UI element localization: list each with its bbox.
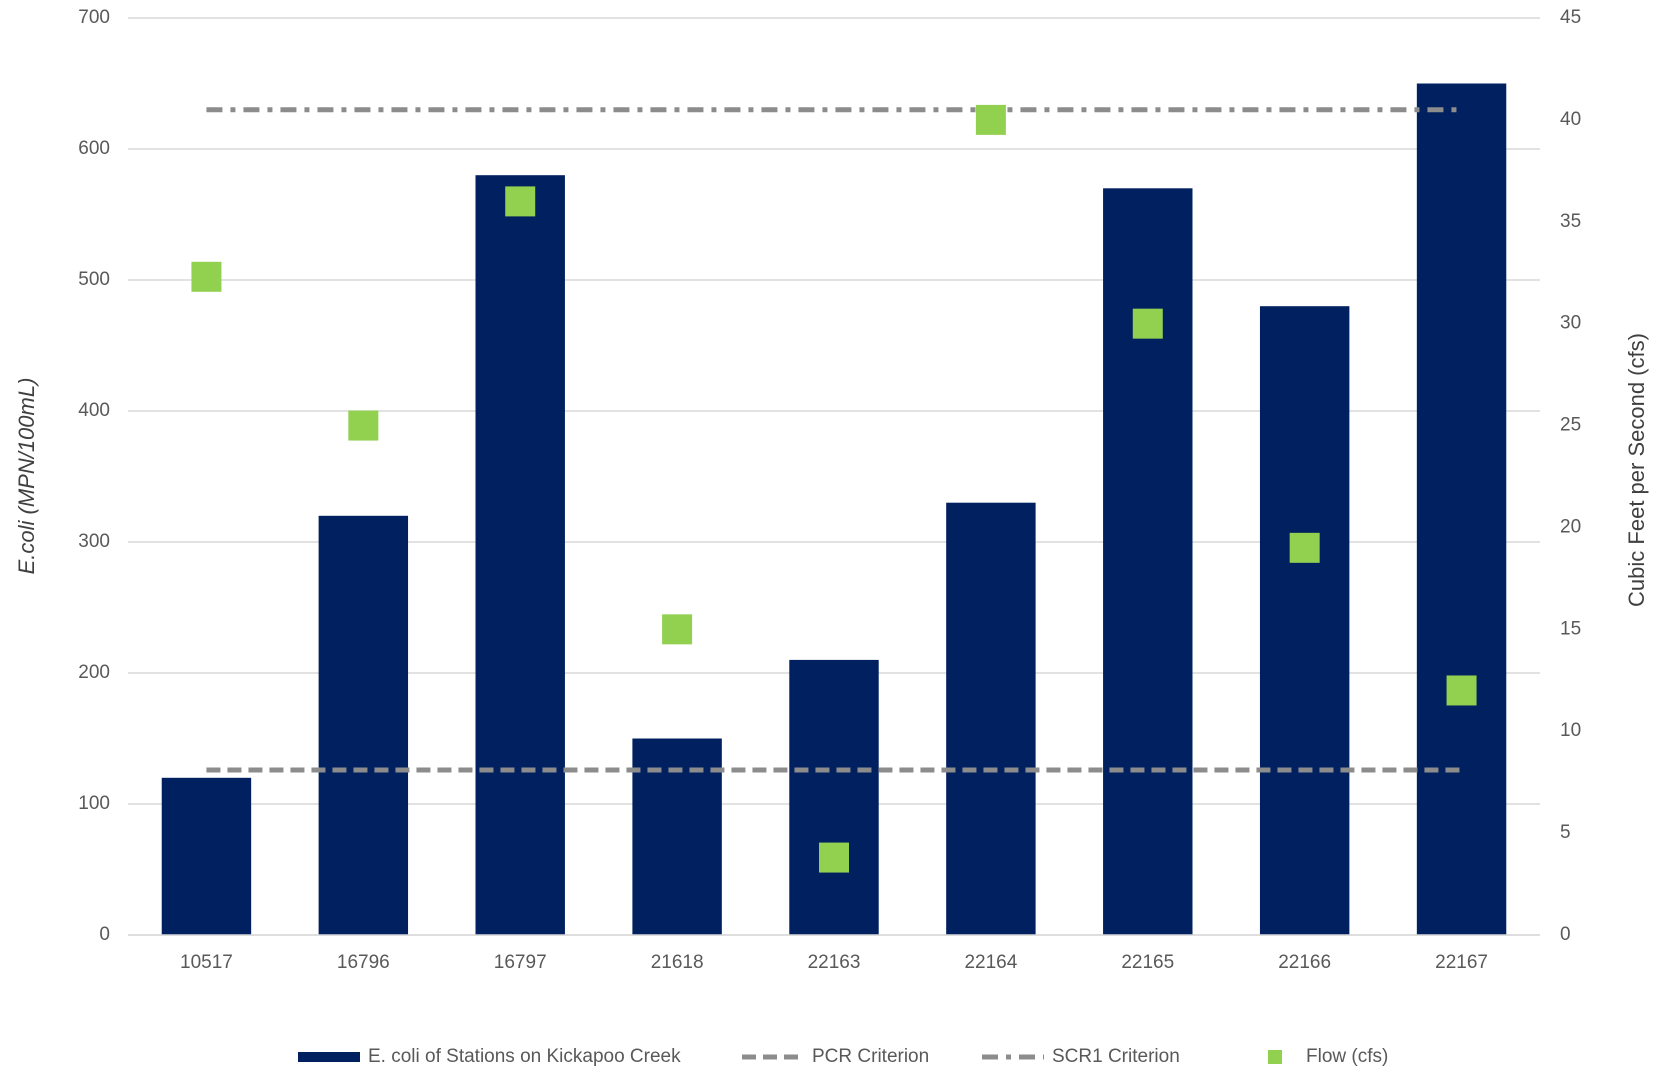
y2-tick-label: 40 bbox=[1560, 109, 1581, 130]
x-tick-label: 22164 bbox=[964, 952, 1017, 973]
y2-tick-label: 15 bbox=[1560, 618, 1581, 639]
flow-marker bbox=[819, 842, 849, 873]
legend-label: Flow (cfs) bbox=[1306, 1046, 1388, 1066]
x-tick-label: 16797 bbox=[494, 952, 547, 973]
flow-marker bbox=[1446, 675, 1477, 706]
bar bbox=[161, 777, 252, 935]
x-tick-label: 22167 bbox=[1435, 952, 1488, 973]
y-tick-label: 600 bbox=[78, 138, 110, 159]
legend-label: PCR Criterion bbox=[812, 1046, 929, 1066]
x-tick-label: 21618 bbox=[651, 952, 704, 973]
y2-tick-label: 45 bbox=[1560, 7, 1581, 28]
bar bbox=[475, 175, 565, 935]
y-tick-label: 100 bbox=[78, 793, 110, 814]
legend-swatch bbox=[1268, 1050, 1282, 1064]
flow-marker bbox=[505, 186, 536, 217]
x-tick-label: 22166 bbox=[1278, 952, 1331, 973]
x-tick-label: 16796 bbox=[337, 952, 390, 973]
y2-tick-label: 30 bbox=[1560, 313, 1581, 334]
bar bbox=[1416, 83, 1507, 935]
y2-tick-label: 10 bbox=[1560, 720, 1581, 741]
y2-tick-label: 25 bbox=[1560, 415, 1581, 436]
y-tick-label: 400 bbox=[78, 400, 110, 421]
x-tick-label: 22163 bbox=[808, 952, 861, 973]
y-tick-label: 700 bbox=[78, 7, 110, 28]
legend-label: E. coli of Stations on Kickapoo Creek bbox=[368, 1046, 681, 1066]
y-tick-label: 200 bbox=[78, 662, 110, 683]
y-tick-label: 300 bbox=[78, 531, 110, 552]
legend-label: SCR1 Criterion bbox=[1052, 1046, 1180, 1066]
flow-marker bbox=[1289, 532, 1320, 563]
y2-tick-label: 0 bbox=[1560, 924, 1571, 945]
x-tick-label: 10517 bbox=[180, 952, 233, 973]
y2-tick-label: 5 bbox=[1560, 822, 1571, 843]
bar bbox=[1103, 188, 1193, 936]
legend-swatch bbox=[298, 1052, 360, 1062]
bar bbox=[318, 515, 409, 935]
y-tick-label: 0 bbox=[99, 924, 110, 945]
y-axis-title: E.coli (MPN/100mL) bbox=[14, 378, 39, 575]
flow-marker bbox=[662, 614, 693, 645]
flow-marker bbox=[975, 104, 1006, 135]
x-tick-label: 22165 bbox=[1121, 952, 1174, 973]
bar bbox=[1259, 306, 1350, 935]
flow-marker bbox=[191, 261, 222, 292]
y2-tick-label: 20 bbox=[1560, 516, 1581, 537]
flow-marker bbox=[1132, 308, 1163, 339]
bar bbox=[946, 502, 1036, 935]
y2-tick-label: 35 bbox=[1560, 211, 1581, 232]
y-tick-label: 500 bbox=[78, 269, 110, 290]
bar bbox=[789, 659, 879, 935]
flow-marker bbox=[348, 410, 379, 441]
y2-axis-title: Cubic Feet per Second (cfs) bbox=[1624, 333, 1649, 607]
